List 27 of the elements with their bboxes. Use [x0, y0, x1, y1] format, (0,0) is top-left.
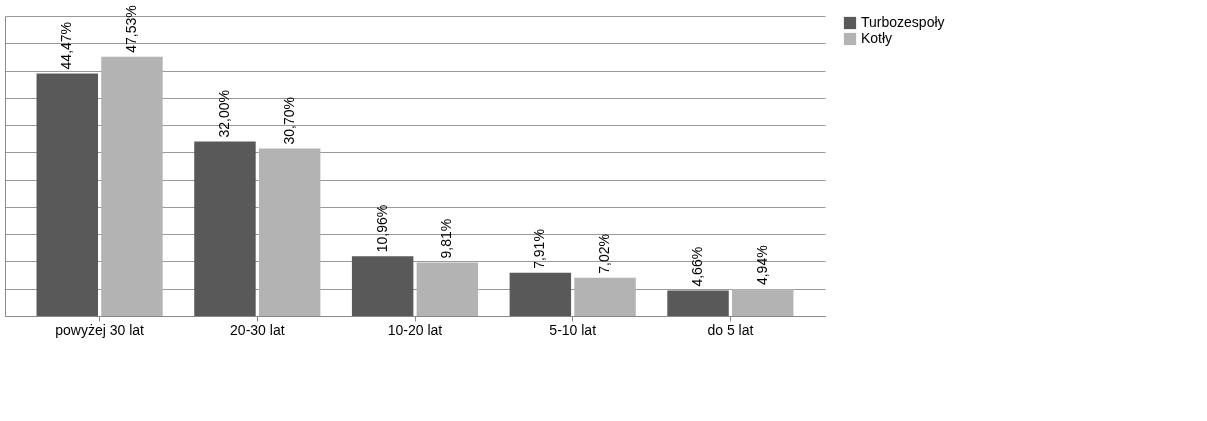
bar — [574, 277, 636, 316]
data-label: 10,96% — [373, 204, 390, 253]
x-tick-label: do 5 lat — [707, 321, 754, 338]
legend-label: Kotły — [861, 30, 893, 46]
x-tick-label: 20-30 lat — [230, 321, 285, 338]
data-label: 4,94% — [753, 245, 770, 286]
bar — [36, 73, 98, 316]
data-label: 7,02% — [596, 234, 613, 274]
bar — [416, 262, 479, 316]
bar — [351, 256, 414, 316]
data-label: 47,53% — [122, 5, 139, 53]
x-tick-label: powyżej 30 lat — [55, 321, 145, 338]
bar — [258, 148, 321, 316]
data-label: 30,70% — [280, 97, 297, 145]
data-label: 32,00% — [215, 89, 232, 138]
data-label: 7,91% — [531, 229, 548, 269]
data-label: 9,81% — [438, 218, 455, 259]
bar — [667, 290, 729, 316]
data-label: 44,47% — [58, 21, 75, 70]
data-label: 4,66% — [689, 246, 706, 287]
bar — [101, 56, 163, 316]
bar — [509, 272, 572, 316]
bar — [194, 141, 256, 316]
bar — [732, 289, 794, 316]
x-tick-label: 10-20 lat — [387, 321, 443, 338]
legend-label: Turbozespoły — [861, 14, 945, 30]
x-tick-label: 5-10 lat — [549, 321, 597, 338]
